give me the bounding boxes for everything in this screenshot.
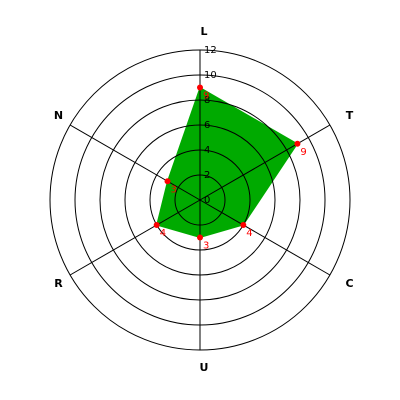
axis-spoke: [69, 124, 201, 201]
r-tick-label: 0: [204, 195, 210, 206]
value-label: 4: [160, 228, 166, 239]
data-marker: [294, 140, 301, 147]
value-label: 3: [171, 184, 177, 195]
data-marker: [153, 222, 160, 228]
value-label: 3: [203, 241, 209, 252]
axis-spoke: [69, 199, 201, 276]
value-label: 4: [246, 228, 252, 239]
value-label: 9: [300, 147, 306, 158]
data-marker: [197, 84, 203, 91]
axis-label: T: [346, 109, 354, 122]
r-tick-label: 6: [204, 120, 210, 131]
axis-label: N: [54, 109, 63, 122]
value-label: 9: [203, 91, 209, 102]
axis-label: R: [54, 277, 63, 290]
data-marker: [164, 178, 171, 185]
axis-spoke: [199, 124, 331, 201]
data-marker: [240, 222, 247, 228]
radar-area: [156, 86, 299, 239]
r-tick-label: 4: [204, 145, 210, 156]
axis-spoke: [199, 199, 331, 276]
data-marker: [197, 234, 203, 241]
r-tick-label: 12: [204, 45, 217, 56]
r-tick-label: 2: [204, 170, 210, 181]
axis-label: L: [200, 25, 207, 38]
r-tick-label: 8: [204, 95, 210, 106]
r-tick-label: 10: [204, 70, 217, 81]
axis-label: C: [345, 277, 353, 290]
axis-label: U: [200, 361, 209, 374]
